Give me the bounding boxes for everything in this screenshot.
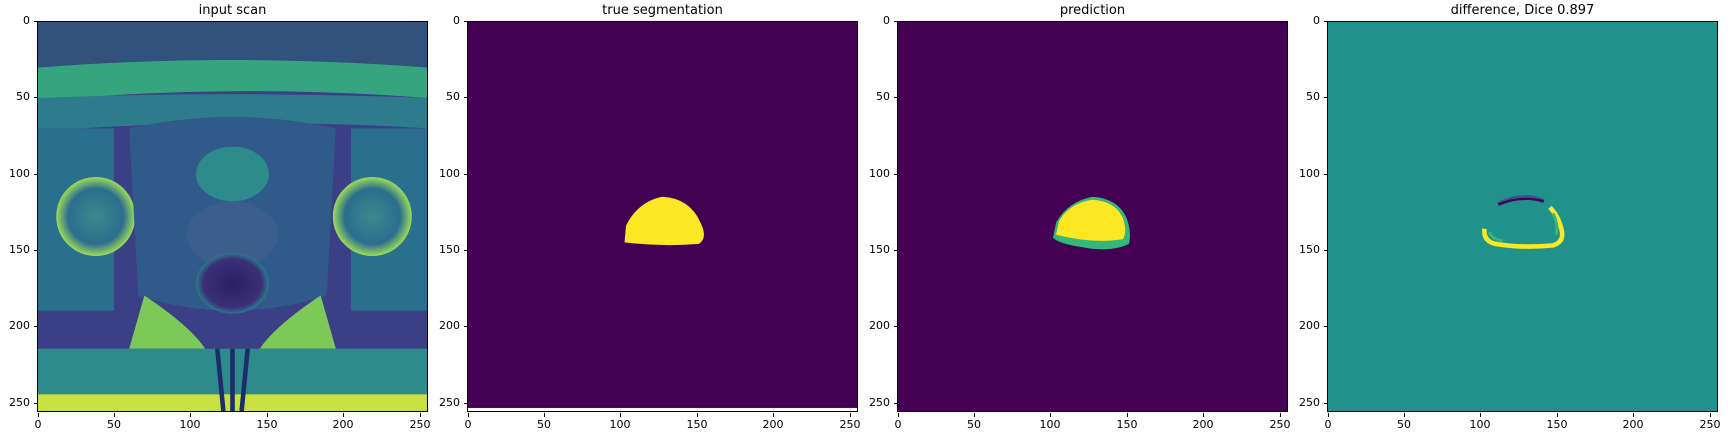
x-tick-label: 50	[94, 413, 134, 431]
x-tick-label: 100	[1460, 413, 1500, 431]
x-tick-label: 250	[1690, 413, 1728, 431]
y-tick-label: 250	[1290, 397, 1328, 409]
prediction-mask-image	[897, 21, 1288, 412]
x-tick-label: 250	[830, 413, 870, 431]
difference-map-image	[1327, 21, 1718, 412]
y-tick-label: 100	[860, 168, 898, 180]
y-tick-label: 50	[0, 91, 38, 103]
y-tick-label: 50	[430, 91, 468, 103]
panel-title: true segmentation	[602, 3, 723, 18]
segmentation-mask-image	[467, 21, 858, 412]
panel-true-segmentation: true segmentation 0 50 100 150 200 250 0…	[430, 0, 861, 432]
y-tick-label: 150	[860, 244, 898, 256]
x-tick-label: 150	[247, 413, 287, 431]
x-tick-label: 150	[1107, 413, 1147, 431]
y-tick-label: 200	[0, 320, 38, 332]
y-tick-label: 50	[860, 91, 898, 103]
y-tick-label: 0	[1290, 15, 1328, 27]
x-tick-label: 50	[954, 413, 994, 431]
y-tick-label: 150	[0, 244, 38, 256]
x-tick-label: 50	[524, 413, 564, 431]
x-tick-label: 100	[1030, 413, 1070, 431]
x-tick-label: 250	[400, 413, 440, 431]
x-tick-label: 0	[18, 413, 58, 431]
input-scan-image	[37, 21, 428, 412]
y-tick-label: 0	[860, 15, 898, 27]
y-tick-label: 50	[1290, 91, 1328, 103]
y-tick-label: 100	[0, 168, 38, 180]
y-tick-label: 200	[860, 320, 898, 332]
y-tick-label: 100	[430, 168, 468, 180]
panel-difference: difference, Dice 0.897 0 50 100 150 200 …	[1290, 0, 1721, 432]
x-tick-label: 50	[1384, 413, 1424, 431]
panel-prediction: prediction 0 50 100 150 200 250 0 50 100…	[860, 0, 1291, 432]
x-tick-label: 200	[323, 413, 363, 431]
x-tick-label: 250	[1260, 413, 1300, 431]
y-tick-label: 200	[1290, 320, 1328, 332]
x-tick-label: 100	[170, 413, 210, 431]
panel-input-scan: input scan	[0, 0, 431, 432]
panel-title: input scan	[198, 3, 267, 18]
panel-title: difference, Dice 0.897	[1450, 3, 1595, 18]
x-tick-label: 0	[448, 413, 488, 431]
y-tick-label: 100	[1290, 168, 1328, 180]
y-tick-label: 150	[430, 244, 468, 256]
y-tick-label: 0	[430, 15, 468, 27]
x-tick-label: 150	[1537, 413, 1577, 431]
x-tick-label: 200	[1613, 413, 1653, 431]
y-tick-label: 0	[0, 15, 38, 27]
x-tick-label: 150	[677, 413, 717, 431]
x-tick-label: 0	[1308, 413, 1348, 431]
x-tick-label: 200	[1183, 413, 1223, 431]
x-tick-label: 0	[878, 413, 918, 431]
y-tick-label: 250	[430, 397, 468, 409]
x-tick-label: 100	[600, 413, 640, 431]
y-tick-label: 250	[0, 397, 38, 409]
y-tick-label: 200	[430, 320, 468, 332]
panel-title: prediction	[1059, 3, 1126, 18]
y-tick-label: 250	[860, 397, 898, 409]
x-tick-label: 200	[753, 413, 793, 431]
y-tick-label: 150	[1290, 244, 1328, 256]
